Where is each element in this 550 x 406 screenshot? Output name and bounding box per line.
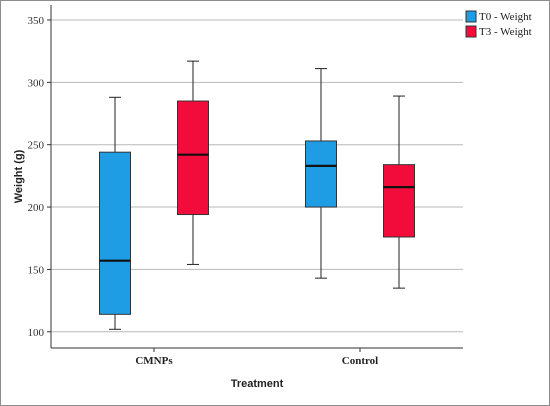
box-Control-0 — [305, 68, 337, 279]
y-axis-title: Weight (g) — [13, 149, 25, 203]
box-CMNPs-1 — [177, 60, 209, 265]
y-tick-label-250: 250 — [28, 140, 45, 152]
y-tick-label-100: 100 — [28, 327, 45, 339]
box-Control-1 — [383, 95, 415, 289]
iqr-box — [99, 151, 131, 315]
iqr-box — [177, 100, 209, 216]
x-axis-title: Treatment — [231, 378, 284, 390]
box-CMNPs-0 — [99, 96, 131, 330]
legend-label-0: T0 - Weight — [479, 11, 532, 23]
y-tick-label-200: 200 — [28, 202, 45, 214]
legend-label-1: T3 - Weight — [479, 26, 532, 38]
legend-swatch-1 — [465, 25, 477, 38]
y-tick-label-150: 150 — [28, 264, 45, 276]
legend: T0 - Weight T3 - Weight — [465, 10, 532, 38]
y-tick-label-300: 300 — [28, 77, 45, 89]
axes: 100 150 200 250 300 350 CMNPs Control — [28, 5, 463, 367]
iqr-box — [305, 140, 337, 208]
x-tick-label-CMNPs: CMNPs — [135, 355, 173, 367]
x-tick-label-Control: Control — [342, 355, 378, 367]
y-tick-label-350: 350 — [28, 15, 45, 27]
legend-swatch-0 — [465, 10, 477, 23]
iqr-box — [383, 164, 415, 238]
boxes — [99, 60, 415, 330]
